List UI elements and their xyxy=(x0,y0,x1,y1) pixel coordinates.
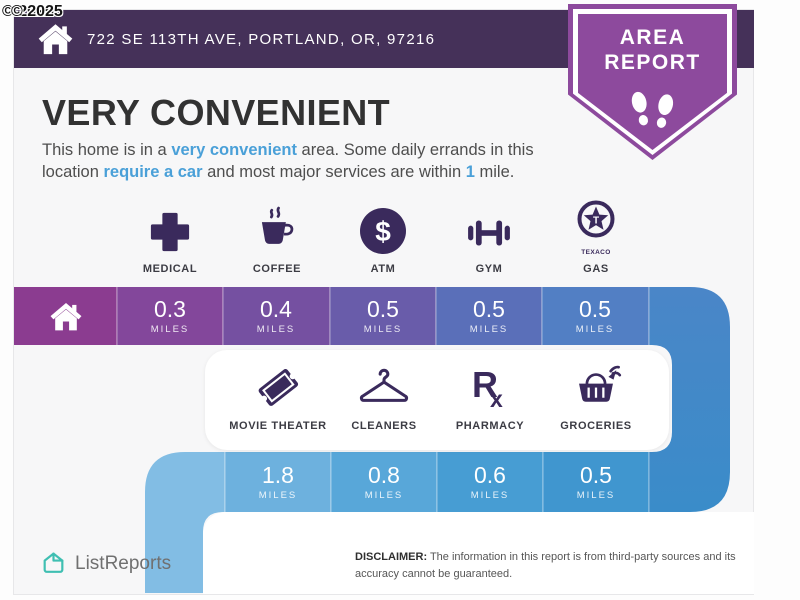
header-address: 722 SE 113TH AVE, PORTLAND, OR, 97216 xyxy=(87,30,436,48)
distance-cell-gas: 0.5 MILES xyxy=(575,295,615,336)
svg-text:$: $ xyxy=(375,216,391,247)
amenity-groceries: GROCERIES xyxy=(543,357,649,432)
texaco-wordmark: TEXACO xyxy=(581,249,611,256)
page-title: VERY CONVENIENT xyxy=(42,92,391,133)
amenity-cleaners: CLEANERS xyxy=(331,357,437,432)
amenity-pharmacy: R x PHARMACY xyxy=(455,364,525,433)
coffee-cup-icon xyxy=(261,206,294,244)
listreports-logo-icon xyxy=(43,552,64,573)
footer-card xyxy=(203,512,754,594)
distance-cell-coffee: 0.4 MILES xyxy=(256,295,296,336)
grocery-basket-icon xyxy=(579,365,622,402)
distance-cell-groceries: 0.5 MILES xyxy=(576,461,616,502)
home-icon xyxy=(38,24,73,55)
description: This home is in a very convenient area. … xyxy=(42,141,534,181)
distance-cell-pharmacy: 0.6 MILES xyxy=(470,461,510,502)
distance-cell-gym: 0.5 MILES xyxy=(469,295,509,336)
distance-cell-medical: 0.3 MILES xyxy=(150,295,190,336)
home-icon xyxy=(50,302,81,330)
distance-cell-cleaners: 0.8 MILES xyxy=(364,461,404,502)
amenity-coffee: COFFEE xyxy=(224,200,330,275)
badge-title: AREA REPORT xyxy=(604,26,701,74)
texaco-star-icon: T xyxy=(577,200,615,238)
amenity-medical: MEDICAL xyxy=(117,200,223,275)
amenity-atm: $ ATM xyxy=(330,200,436,275)
svg-text:T: T xyxy=(593,216,599,227)
medical-cross-icon xyxy=(150,212,190,252)
amenity-gym: GYM xyxy=(436,200,542,275)
brand-row: ListReports xyxy=(40,550,171,577)
footprints-icon xyxy=(631,91,673,128)
rx-icon: R x xyxy=(472,364,503,412)
brand-name: ListReports xyxy=(75,552,172,574)
clothes-hanger-icon xyxy=(359,368,409,402)
dumbbell-icon xyxy=(468,220,510,246)
amenity-movie-theater: MOVIE THEATER xyxy=(225,357,331,432)
distance-cell-atm: 0.5 MILES xyxy=(363,295,403,336)
home-marker-cell xyxy=(14,287,117,345)
disclaimer: DISCLAIMER: The information in this repo… xyxy=(355,551,736,580)
dollar-sign-circle-icon: $ xyxy=(360,208,406,254)
area-report-badge: AREA REPORT xyxy=(568,4,737,160)
movie-ticket-icon xyxy=(258,368,299,406)
amenity-gas: T TEXACO GAS xyxy=(543,200,649,275)
distance-cell-movie-theater: 1.8 MILES xyxy=(258,461,298,502)
